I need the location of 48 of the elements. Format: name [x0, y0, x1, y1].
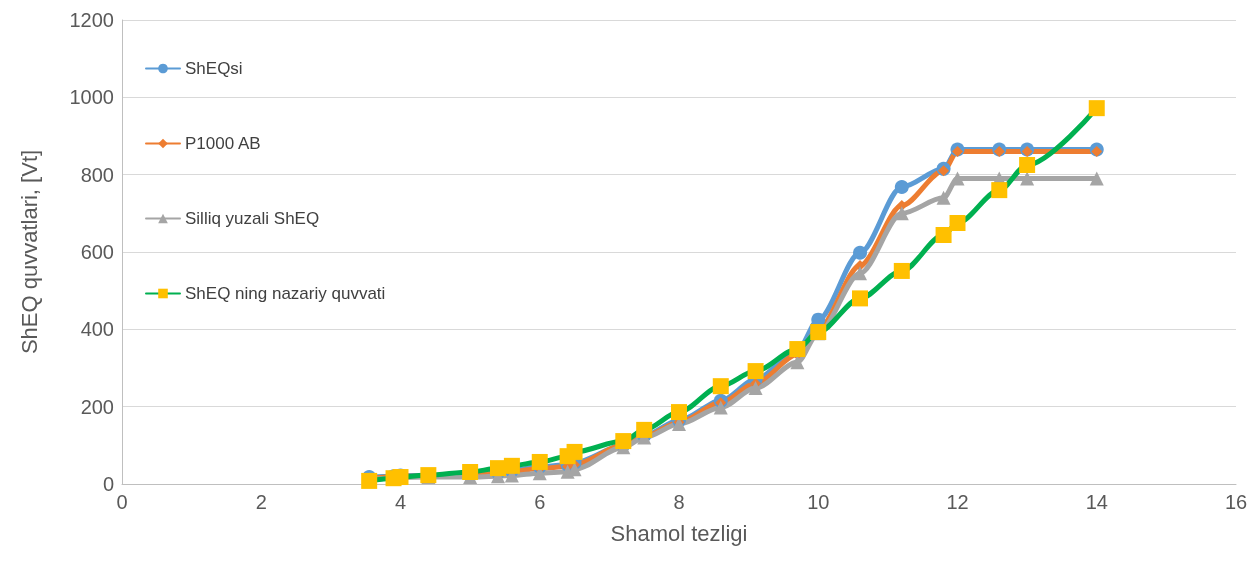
- y-tick-label: 400: [80, 318, 114, 341]
- y-tick-label: 0: [102, 473, 114, 495]
- point: [615, 433, 632, 450]
- x-tick-label: 10: [807, 491, 830, 513]
- y-tick-label: 600: [80, 241, 114, 263]
- point: [1088, 100, 1105, 117]
- legend-label: Silliq yuzali ShEQ: [185, 209, 320, 228]
- point: [503, 457, 520, 474]
- x-tick-label: 0: [116, 491, 128, 513]
- point: [991, 182, 1008, 199]
- point: [935, 226, 952, 243]
- point: [671, 404, 687, 421]
- point: [636, 421, 653, 438]
- point: [949, 215, 966, 231]
- x-tick-label: 6: [534, 491, 546, 513]
- point: [893, 262, 910, 279]
- point: [748, 381, 763, 396]
- x-tick-label: 4: [394, 491, 407, 513]
- point: [713, 400, 728, 415]
- point: [1019, 157, 1036, 173]
- legend-label: P1000 AB: [185, 134, 261, 153]
- point: [790, 355, 805, 370]
- y-tick-label: 1000: [69, 86, 114, 109]
- x-tick-label: 16: [1224, 491, 1248, 513]
- y-axis-title: ShEQ quvvatlari, [Vt]: [16, 149, 42, 355]
- point: [853, 266, 868, 281]
- point: [852, 290, 869, 307]
- point: [1089, 171, 1104, 186]
- y-tick-label: 200: [80, 395, 114, 418]
- x-axis-title: Shamol tezligi: [610, 520, 748, 546]
- point: [747, 363, 764, 380]
- point: [566, 443, 583, 460]
- y-tick-label: 1200: [69, 9, 114, 31]
- legend-label: ShEQ ning nazariy quvvati: [185, 284, 386, 303]
- point: [1020, 171, 1035, 186]
- point: [894, 206, 909, 221]
- legend-label: ShEQsi: [185, 59, 243, 78]
- x-tick-label: 8: [673, 491, 685, 513]
- point: [894, 180, 909, 195]
- point: [938, 165, 950, 177]
- x-tick-label: 12: [946, 491, 969, 513]
- point: [936, 190, 951, 205]
- point: [712, 378, 729, 395]
- y-tick-label: 800: [80, 163, 114, 186]
- x-tick-label: 2: [255, 491, 267, 513]
- point: [531, 453, 548, 470]
- point: [853, 245, 868, 260]
- x-tick-label: 14: [1085, 491, 1108, 513]
